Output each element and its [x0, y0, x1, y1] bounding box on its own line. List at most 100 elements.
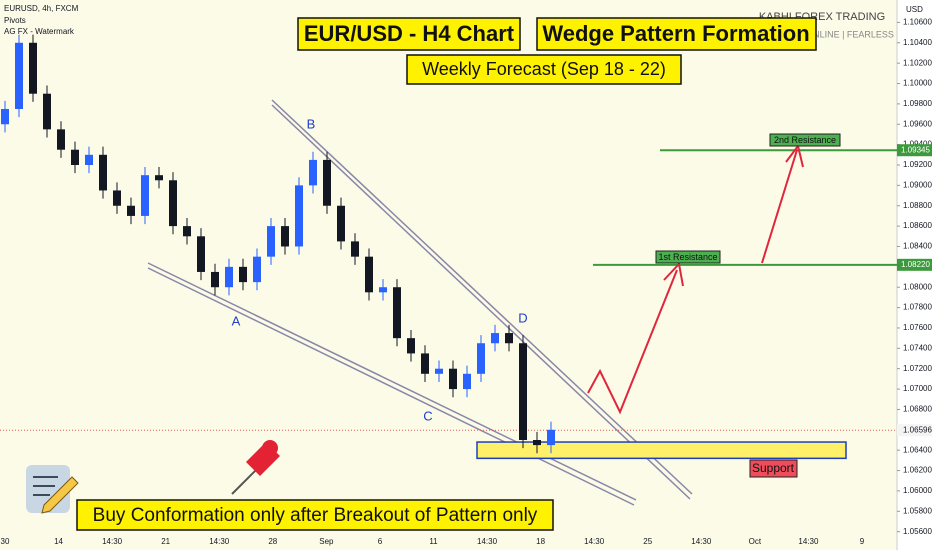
- note-box: [76, 499, 554, 531]
- candle-body: [225, 266, 233, 288]
- x-tick-label: 14:30: [477, 537, 498, 546]
- watermark-sub: ONLINE | FEARLESS: [806, 29, 894, 39]
- x-tick-label: 28: [268, 537, 277, 546]
- y-tick-label: 1.06400: [903, 445, 932, 454]
- y-tick-label: 1.05600: [903, 527, 932, 536]
- subtitle-box: [406, 54, 682, 85]
- resistance-label: 2nd Resistance: [774, 135, 836, 145]
- candle-body: [491, 333, 499, 344]
- y-tick-label: 1.07400: [903, 343, 932, 352]
- title-box: [297, 17, 521, 51]
- candle-body: [547, 429, 555, 446]
- candle-body: [141, 175, 149, 216]
- candle-body: [519, 343, 527, 440]
- candle-body: [183, 226, 191, 237]
- resistance-label: 1st Resistance: [658, 252, 717, 262]
- candle-body: [127, 205, 135, 216]
- candle-body: [477, 343, 485, 374]
- x-tick-label: 6: [378, 537, 383, 546]
- y-tick-label: 1.05800: [903, 506, 932, 515]
- price-tag-label: 1.06596: [903, 425, 932, 434]
- y-tick-label: 1.06800: [903, 405, 932, 414]
- candle-body: [365, 256, 373, 293]
- candle-body: [337, 205, 345, 242]
- y-tick-label: 1.09600: [903, 119, 932, 128]
- title-box: [536, 17, 817, 51]
- candle-body: [57, 129, 65, 150]
- point-label: A: [232, 313, 241, 328]
- candle-body: [267, 226, 275, 257]
- candle-body: [113, 190, 121, 206]
- indicator: Pivots: [4, 16, 26, 25]
- title: EUR/USD - H4 Chart: [304, 21, 515, 46]
- candle-body: [323, 159, 331, 206]
- candle-body: [295, 185, 303, 247]
- y-tick-label: 1.07800: [903, 303, 932, 312]
- note: Buy Conformation only after Breakout of …: [93, 505, 538, 526]
- pin-icon: [231, 440, 280, 495]
- candle-body: [393, 287, 401, 339]
- x-tick-label: 14:30: [209, 537, 230, 546]
- point-label: C: [423, 408, 432, 423]
- x-tick-label: 9: [860, 537, 865, 546]
- support-zone: [476, 441, 847, 460]
- candle-body: [197, 236, 205, 272]
- candle-body: [85, 154, 93, 165]
- indicator: AG FX - Watermark: [4, 27, 75, 36]
- candle-body: [99, 154, 107, 191]
- y-tick-label: 1.09000: [903, 180, 932, 189]
- x-tick-label: 14:30: [102, 537, 123, 546]
- x-tick-label: 14: [54, 537, 63, 546]
- resistance-label-box: [655, 250, 721, 264]
- candle-body: [1, 108, 9, 125]
- x-tick-label: 25: [643, 537, 652, 546]
- candle-body: [533, 440, 541, 446]
- x-tick-label: Oct: [749, 537, 762, 546]
- y-tick-label: 1.08600: [903, 221, 932, 230]
- title: Wedge Pattern Formation: [542, 21, 809, 46]
- y-tick-label: 1.08400: [903, 242, 932, 251]
- y-tick-label: 1.10400: [903, 38, 932, 47]
- candle-body: [435, 368, 443, 374]
- y-tick-label: 1.07000: [903, 384, 932, 393]
- point-label: D: [518, 310, 527, 325]
- candle-body: [309, 159, 317, 186]
- x-tick-label: 11: [429, 537, 438, 546]
- price-tag-label: 1.09345: [901, 145, 930, 154]
- y-tick-label: 1.08000: [903, 282, 932, 291]
- resistance-label-box: [769, 133, 841, 147]
- candle-body: [71, 149, 79, 165]
- candle-body: [239, 266, 247, 283]
- x-tick-label: Sep: [319, 537, 334, 546]
- candle-body: [449, 368, 457, 390]
- support-label-box: [749, 459, 798, 478]
- y-tick-label: 1.10000: [903, 79, 932, 88]
- x-tick-label: 18: [536, 537, 545, 546]
- x-tick-label: 14:30: [691, 537, 712, 546]
- y-tick-label: 1.06000: [903, 486, 932, 495]
- price-tag: [897, 424, 932, 437]
- candle-body: [43, 93, 51, 130]
- support-label: Support: [752, 461, 795, 475]
- price-axis: [897, 0, 932, 550]
- symbol: EURUSD, 4h, FXCM: [4, 4, 79, 13]
- y-tick-label: 1.09800: [903, 99, 932, 108]
- notepad-icon: [26, 465, 79, 514]
- y-tick-label: 1.07600: [903, 323, 932, 332]
- candle-body: [253, 256, 261, 283]
- x-tick-label: 14:30: [798, 537, 819, 546]
- candle-body: [155, 175, 163, 181]
- y-tick-label: 1.07200: [903, 364, 932, 373]
- subtitle: Weekly Forecast (Sep 18 - 22): [422, 59, 666, 79]
- wedge: [147, 99, 693, 506]
- price-tag-label: 1.08220: [901, 260, 930, 269]
- x-tick-label: 21: [161, 537, 170, 546]
- candle-body: [169, 180, 177, 227]
- candle-body: [351, 241, 359, 257]
- candle-body: [281, 226, 289, 247]
- price-tag: [897, 258, 932, 271]
- y-tick-label: 1.09200: [903, 160, 932, 169]
- point-label: B: [307, 116, 316, 131]
- candle-body: [421, 353, 429, 374]
